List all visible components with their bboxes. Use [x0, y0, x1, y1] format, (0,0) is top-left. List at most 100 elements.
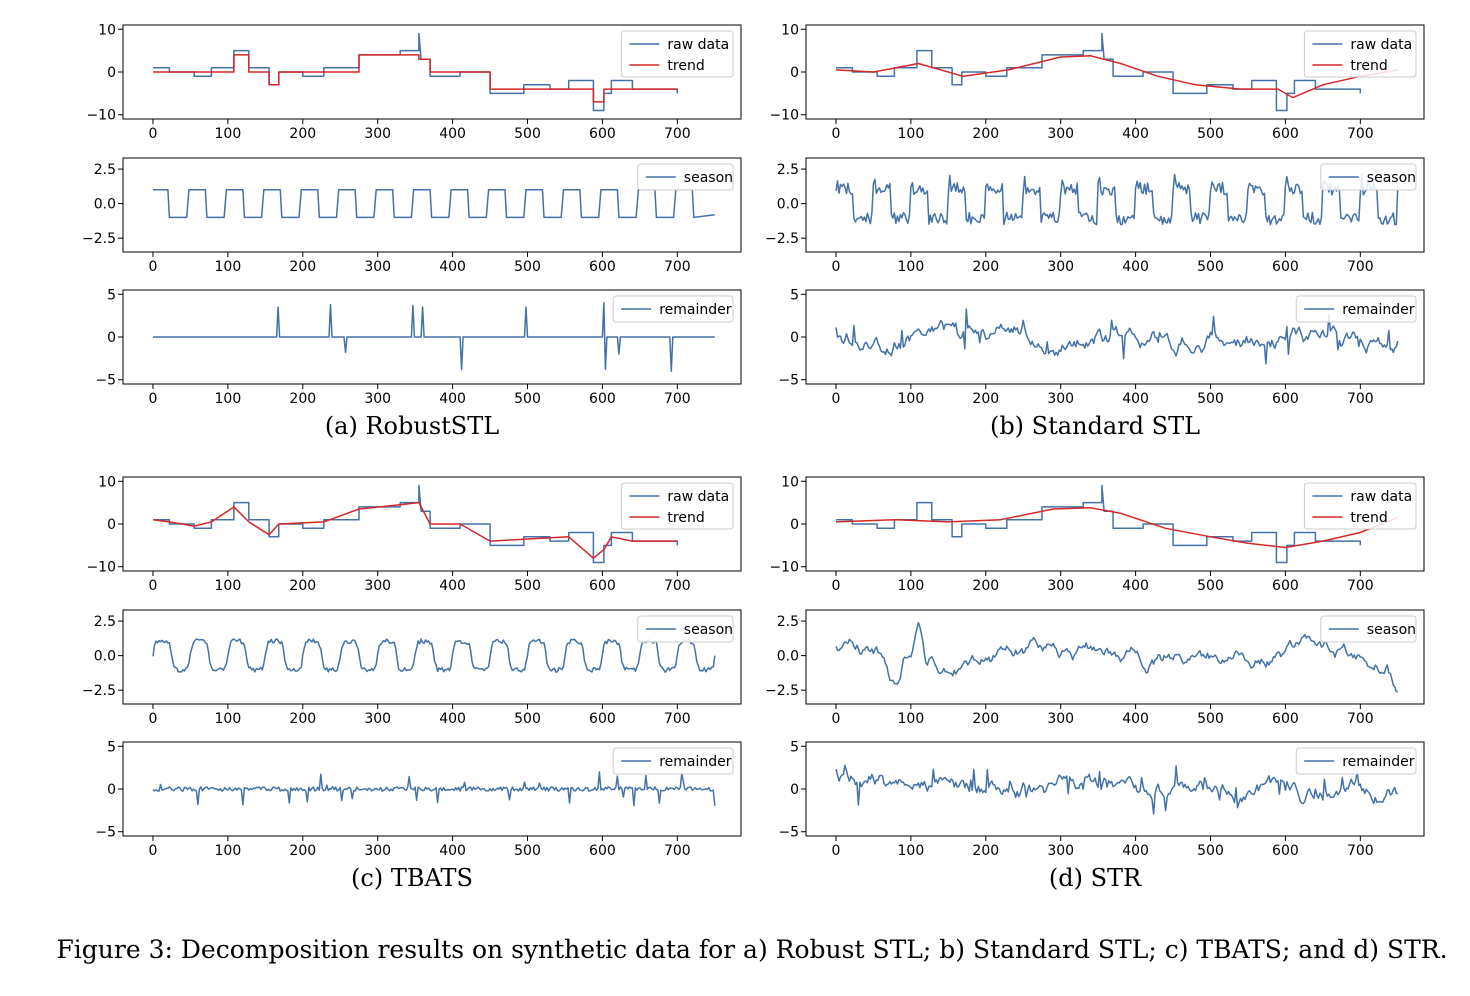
- panel-caption-b: (b) Standard STL: [990, 412, 1200, 440]
- x-tick-label: 500: [514, 259, 541, 275]
- x-tick-label: 400: [439, 843, 466, 859]
- subplot-c-season: 0 100 200 300 400 500 600 700 2.5 0.0 −2.5 season: [82, 609, 742, 727]
- x-tick-label: 300: [364, 259, 391, 275]
- series-remainder: [835, 308, 1399, 365]
- x-tick-label: 100: [215, 711, 242, 727]
- y-tick-label: 0.0: [777, 197, 799, 213]
- x-tick-label: 200: [972, 578, 999, 594]
- y-tick-label: −5: [778, 373, 799, 389]
- x-tick-label: 600: [589, 126, 616, 142]
- y-tick-label: −10: [769, 108, 799, 124]
- legend-label: season: [1367, 622, 1416, 638]
- x-tick-label: 0: [149, 259, 158, 275]
- series-trend: [153, 54, 678, 103]
- x-tick-label: 0: [149, 843, 158, 859]
- x-tick-label: 200: [972, 391, 999, 407]
- subplot-d-remainder: 0 100 200 300 400 500 600 700 5 0 −5 remainder: [778, 739, 1425, 859]
- x-tick-label: 400: [1122, 126, 1149, 142]
- x-tick-label: 200: [289, 578, 316, 594]
- x-tick-label: 400: [1122, 578, 1149, 594]
- x-tick-label: 400: [1122, 391, 1149, 407]
- x-tick-label: 700: [664, 259, 691, 275]
- y-tick-label: 5: [107, 739, 116, 755]
- x-tick-label: 200: [289, 711, 316, 727]
- x-tick-label: 300: [1047, 578, 1074, 594]
- legend-label: remainder: [659, 754, 732, 770]
- x-tick-label: 0: [149, 711, 158, 727]
- axes-frame: [805, 609, 1425, 705]
- subplot-c-remainder: 0 100 200 300 400 500 600 700 5 0 −5 remainder: [95, 739, 742, 859]
- x-tick-label: 300: [1047, 126, 1074, 142]
- subplot-b-season: 0 100 200 300 400 500 600 700 2.5 0.0 −2.5 season: [765, 157, 1425, 275]
- x-tick-label: 600: [1272, 391, 1299, 407]
- y-tick-label: 0: [107, 65, 116, 81]
- axes-frame: [805, 157, 1425, 253]
- y-tick-label: 0.0: [94, 197, 116, 213]
- x-tick-label: 200: [972, 711, 999, 727]
- y-tick-label: −10: [769, 560, 799, 576]
- series-trend: [835, 55, 1398, 99]
- x-tick-label: 0: [149, 126, 158, 142]
- x-tick-label: 400: [1122, 711, 1149, 727]
- x-tick-label: 200: [289, 843, 316, 859]
- figure-caption: Figure 3: Decomposition results on synth…: [56, 935, 1447, 964]
- series-trend: [835, 507, 1399, 549]
- series-remainder: [153, 302, 715, 372]
- x-tick-label: 700: [1347, 126, 1374, 142]
- y-tick-label: 5: [107, 287, 116, 303]
- series-remainder: [835, 764, 1398, 815]
- x-tick-label: 600: [589, 843, 616, 859]
- x-tick-label: 400: [439, 711, 466, 727]
- legend-label: season: [684, 170, 733, 186]
- y-tick-label: 0: [107, 330, 116, 346]
- y-tick-label: −2.5: [82, 231, 116, 247]
- x-tick-label: 600: [1272, 578, 1299, 594]
- x-tick-label: 700: [1347, 391, 1374, 407]
- legend-box: [612, 747, 734, 775]
- x-tick-label: 200: [289, 126, 316, 142]
- y-tick-label: −2.5: [82, 683, 116, 699]
- x-tick-label: 500: [1197, 711, 1224, 727]
- x-tick-label: 400: [1122, 843, 1149, 859]
- panel-caption-c: (c) TBATS: [351, 864, 473, 892]
- x-tick-label: 300: [364, 578, 391, 594]
- series-season: [153, 189, 715, 219]
- legend-box: [1295, 295, 1417, 323]
- x-tick-label: 200: [972, 259, 999, 275]
- x-tick-label: 700: [1347, 843, 1374, 859]
- x-tick-label: 600: [589, 578, 616, 594]
- legend-label: raw data: [667, 37, 729, 53]
- subplot-a-remainder: 0 100 200 300 400 500 600 700 5 0 −5 remainder: [95, 287, 742, 407]
- panel-caption-d: (d) STR: [1049, 864, 1142, 892]
- x-tick-label: 600: [589, 391, 616, 407]
- x-tick-label: 500: [1197, 391, 1224, 407]
- x-tick-label: 500: [1197, 259, 1224, 275]
- x-tick-label: 100: [215, 578, 242, 594]
- x-tick-label: 600: [1272, 711, 1299, 727]
- x-tick-label: 700: [1347, 711, 1374, 727]
- subplot-a-season: 0 100 200 300 400 500 600 700 2.5 0.0 −2.5 season: [82, 157, 742, 275]
- x-tick-label: 200: [289, 259, 316, 275]
- x-tick-label: 100: [215, 259, 242, 275]
- legend-label: raw data: [667, 489, 729, 505]
- y-tick-label: 2.5: [94, 162, 116, 178]
- legend-box: [637, 615, 734, 643]
- x-tick-label: 400: [439, 259, 466, 275]
- x-tick-label: 600: [589, 711, 616, 727]
- legend-box: [1295, 747, 1417, 775]
- x-tick-label: 700: [664, 843, 691, 859]
- x-tick-label: 700: [664, 126, 691, 142]
- legend-label: remainder: [659, 302, 732, 318]
- y-tick-label: 0: [790, 782, 799, 798]
- x-tick-label: 0: [149, 578, 158, 594]
- y-tick-label: 5: [790, 739, 799, 755]
- y-tick-label: 0: [790, 517, 799, 533]
- series-raw-data: [153, 484, 679, 564]
- x-tick-label: 500: [514, 126, 541, 142]
- x-tick-label: 700: [1347, 259, 1374, 275]
- x-tick-label: 400: [439, 391, 466, 407]
